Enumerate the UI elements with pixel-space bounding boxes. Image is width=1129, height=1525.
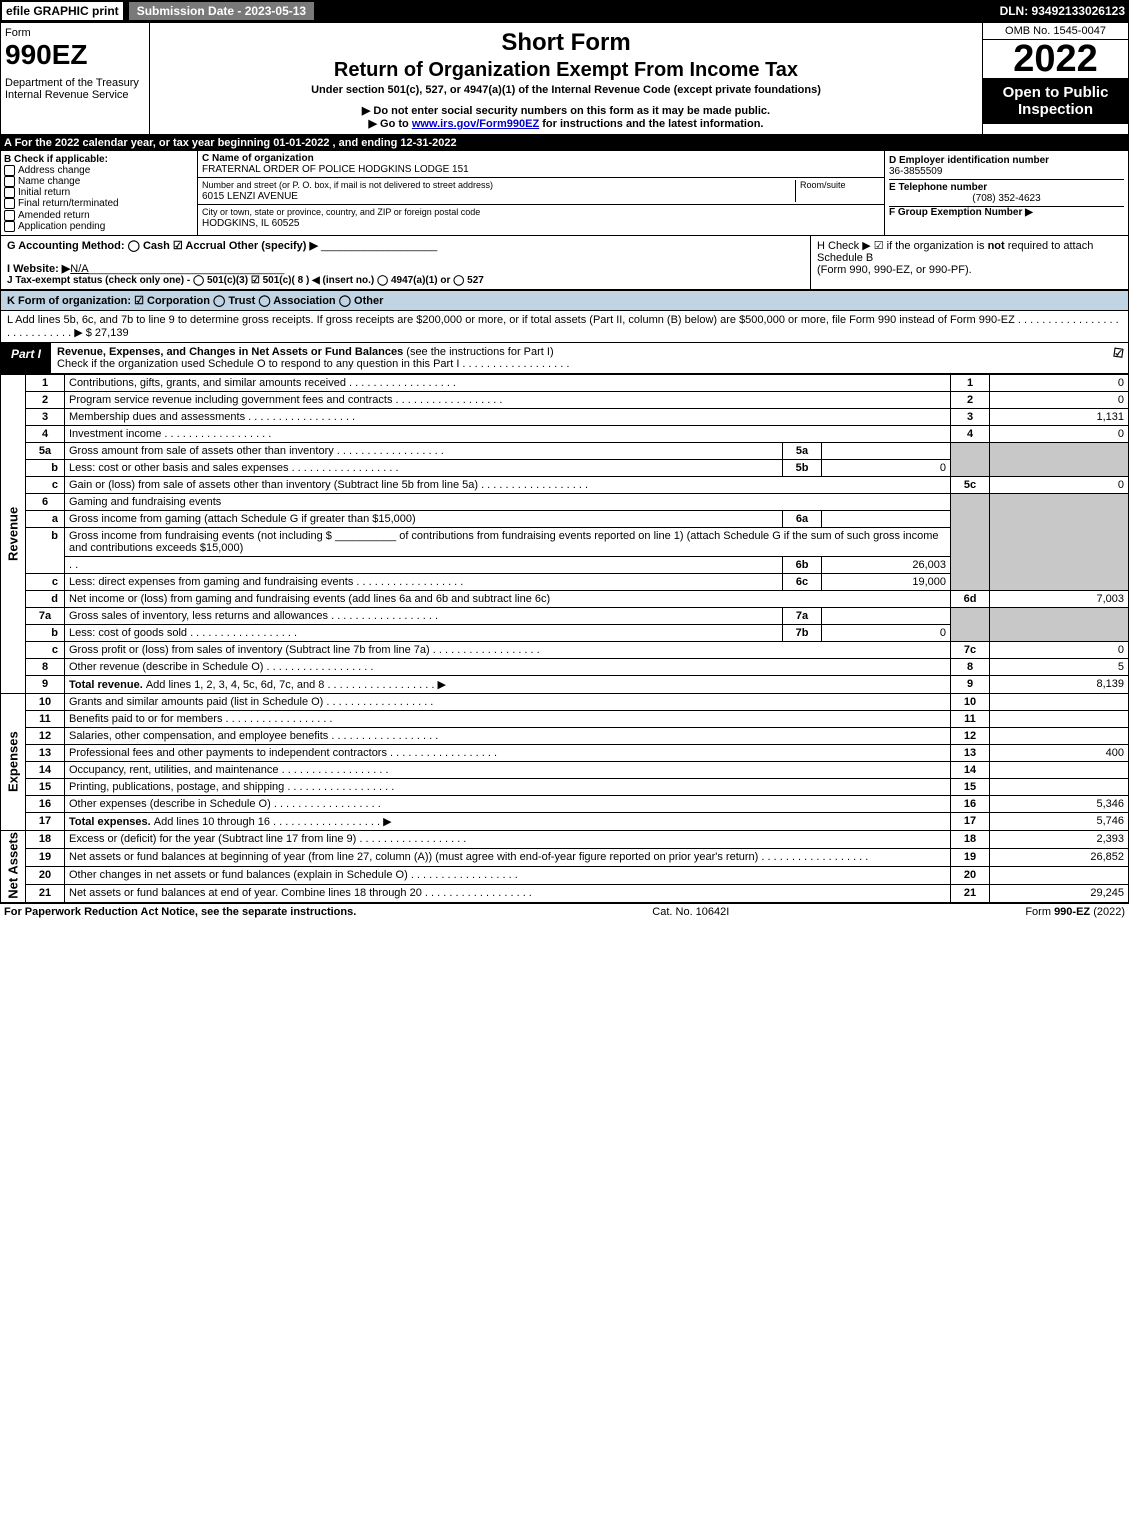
open-public: Open to Public Inspection (983, 78, 1128, 124)
org-name: FRATERNAL ORDER OF POLICE HODGKINS LODGE… (202, 164, 469, 175)
subtitle-ssn: ▶ Do not enter social security numbers o… (154, 104, 978, 117)
expenses-label: Expenses (1, 693, 26, 830)
title-short-form: Short Form (154, 29, 978, 57)
title-return: Return of Organization Exempt From Incom… (154, 59, 978, 82)
chk-name[interactable] (4, 176, 15, 187)
part-i-table: Revenue 1Contributions, gifts, grants, a… (0, 374, 1129, 903)
part-i-checkbox[interactable]: ☑ (1112, 345, 1125, 360)
part-i-check-text: Check if the organization used Schedule … (57, 358, 569, 370)
top-bar: efile GRAPHIC print Submission Date - 20… (0, 0, 1129, 22)
footer-form: Form 990-EZ (2022) (1025, 906, 1125, 918)
revenue-label: Revenue (1, 374, 26, 693)
chk-amended[interactable] (4, 210, 15, 221)
section-h: H Check ▶ ☑ if the organization is not r… (810, 236, 1128, 289)
irs-label: Internal Revenue Service (5, 89, 145, 101)
form-label: Form (5, 27, 145, 39)
footer-left: For Paperwork Reduction Act Notice, see … (4, 906, 356, 918)
chk-pending[interactable] (4, 221, 15, 232)
section-l: L Add lines 5b, 6c, and 7b to line 9 to … (0, 311, 1129, 342)
telephone: (708) 352-4623 (889, 193, 1124, 204)
footer-cat: Cat. No. 10642I (652, 906, 729, 918)
part-i-header: Part I Revenue, Expenses, and Changes in… (0, 342, 1129, 374)
section-g: G Accounting Method: ◯ Cash ☑ Accrual Ot… (7, 239, 804, 252)
tax-year: 2022 (983, 40, 1128, 78)
section-a: A For the 2022 calendar year, or tax yea… (0, 135, 1129, 151)
chk-final[interactable] (4, 198, 15, 209)
form-header: Form 990EZ Department of the Treasury In… (0, 22, 1129, 135)
footer: For Paperwork Reduction Act Notice, see … (0, 903, 1129, 920)
org-address: 6015 LENZI AVENUE (202, 191, 298, 202)
section-bcd: B Check if applicable: Address change Na… (0, 151, 1129, 236)
section-k: K Form of organization: ☑ Corporation ◯ … (0, 290, 1129, 311)
line1-val: 0 (990, 374, 1129, 391)
chk-address[interactable] (4, 165, 15, 176)
irs-link[interactable]: www.irs.gov/Form990EZ (412, 118, 539, 130)
org-city: HODGKINS, IL 60525 (202, 218, 299, 229)
ein: 36-3855509 (889, 166, 942, 177)
group-exemption: F Group Exemption Number ▶ (889, 207, 1033, 218)
netassets-label: Net Assets (1, 830, 26, 902)
chk-initial[interactable] (4, 187, 15, 198)
section-j: J Tax-exempt status (check only one) - ◯… (7, 275, 804, 286)
subtitle-section: Under section 501(c), 527, or 4947(a)(1)… (154, 84, 978, 96)
subtitle-goto: ▶ Go to www.irs.gov/Form990EZ for instru… (154, 117, 978, 130)
form-number: 990EZ (5, 39, 145, 71)
efile-print-btn[interactable]: efile GRAPHIC print (0, 0, 125, 22)
section-i: I Website: ▶N/A_________________________… (7, 262, 804, 275)
dept-treasury: Department of the Treasury (5, 77, 145, 89)
submission-date: Submission Date - 2023-05-13 (127, 0, 316, 22)
dln: DLN: 93492133026123 (1000, 4, 1129, 18)
b-header: B Check if applicable: (4, 154, 108, 165)
